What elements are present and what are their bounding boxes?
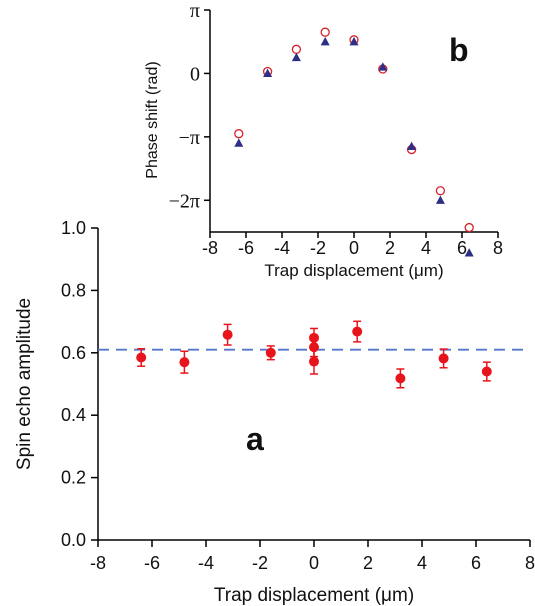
y-tick-label-a: 0.2 (61, 468, 86, 488)
y-tick-label-b: −2π (169, 190, 200, 212)
open-circle-marker (291, 44, 302, 54)
y-tick-label-a: 0.4 (61, 405, 86, 425)
triangle-marker (378, 62, 388, 71)
x-axis-title-b: Trap displacement (μm) (264, 261, 443, 280)
data-point-a (395, 368, 406, 389)
x-tick-label-a: -4 (198, 553, 214, 573)
data-marker (265, 347, 276, 358)
panel-label-b: b (449, 32, 469, 68)
data-marker (395, 373, 406, 384)
y-tick-label-a: 0.8 (61, 280, 86, 300)
axis-ticks-b: -8 -6 -4 -2 0 2 4 6 8 π 0 −π −2π (169, 0, 503, 258)
data-point-a (309, 348, 319, 375)
x-tick-label-b: -2 (310, 238, 326, 258)
x-tick-label-a: 2 (363, 553, 373, 573)
data-point-a (438, 348, 449, 369)
triangle-marker (407, 141, 417, 150)
y-axis-title-a: Spin echo amplitude (14, 298, 35, 470)
x-tick-label-b: -4 (274, 238, 290, 258)
panel-a: -8 -6 -4 -2 0 2 4 6 8 0.0 0.2 0.4 0.6 0.8 1.0 Trap dis… (14, 218, 535, 606)
data-marker (352, 326, 363, 337)
x-tick-label-b: 6 (457, 238, 467, 258)
y-tick-label-a: 1.0 (61, 218, 86, 238)
y-tick-label-b: 0 (190, 63, 200, 85)
x-axis-title-a: Trap displacement (μm) (214, 585, 414, 606)
axis-ticks-a: -8 -6 -4 -2 0 2 4 6 8 0.0 0.2 0.4 0.6 0.8 1.0 (61, 218, 535, 573)
y-tick-label-a: 0.6 (61, 343, 86, 363)
open-circle-marker (234, 129, 244, 139)
y-tick-label-b: −π (179, 127, 200, 149)
y-tick-label-b: π (190, 0, 200, 22)
data-point-a (265, 345, 276, 361)
data-marker (438, 353, 449, 364)
data-point-a (352, 320, 363, 343)
y-tick-label-a: 0.0 (61, 530, 86, 550)
x-tick-label-b: 2 (385, 238, 395, 258)
data-marker (222, 329, 233, 340)
x-tick-label-b: 0 (349, 238, 359, 258)
open-circle-marker (464, 222, 474, 233)
x-tick-label-b: 8 (493, 238, 503, 258)
y-axis-title-b: Phase shift (rad) (144, 61, 161, 178)
data-points-b (234, 27, 474, 257)
data-marker (309, 356, 319, 367)
panel-b: -8 -6 -4 -2 0 2 4 6 8 π 0 −π −2π Trap displacement (… (144, 0, 503, 280)
data-marker (179, 357, 190, 368)
triangle-marker (435, 195, 445, 204)
triangle-marker (464, 248, 474, 257)
triangle-marker (263, 68, 273, 78)
panel-label-a: a (246, 421, 264, 457)
data-points-a (136, 320, 492, 389)
triangle-marker (291, 52, 301, 62)
data-marker (481, 366, 492, 377)
data-marker (136, 352, 147, 363)
x-tick-label-b: -8 (202, 238, 218, 258)
triangle-marker (349, 36, 359, 46)
data-point-a (179, 350, 190, 374)
open-circle-marker (320, 27, 330, 37)
x-tick-label-b: -6 (238, 238, 254, 258)
x-tick-label-a: 8 (525, 553, 535, 573)
open-circle-marker (435, 186, 446, 196)
triangle-marker (320, 36, 330, 46)
x-tick-label-a: 6 (471, 553, 481, 573)
data-point-a (481, 361, 492, 382)
x-tick-label-a: 0 (309, 553, 319, 573)
x-tick-label-a: -8 (90, 553, 106, 573)
x-tick-label-a: -2 (252, 553, 268, 573)
data-point-a (136, 347, 147, 367)
triangle-marker (234, 138, 244, 147)
x-tick-label-a: -6 (144, 553, 160, 573)
x-tick-label-a: 4 (417, 553, 427, 573)
data-point-a (222, 323, 233, 346)
x-tick-label-b: 4 (421, 238, 431, 258)
